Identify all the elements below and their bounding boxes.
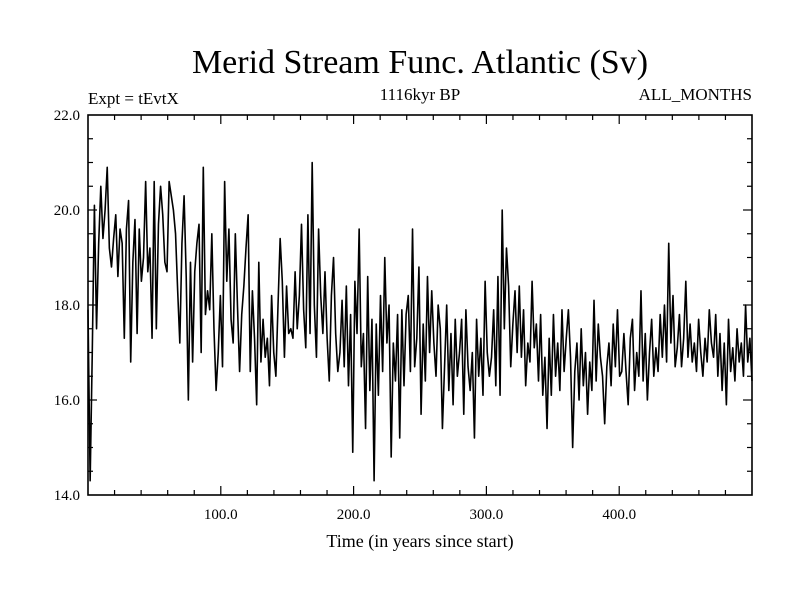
x-tick-label: 100.0 [204, 507, 238, 523]
x-tick-label: 200.0 [337, 507, 371, 523]
y-tick-label: 20.0 [54, 203, 80, 219]
experiment-label: Expt = tEvtX [88, 89, 179, 108]
period-label: 1116kyr BP [380, 85, 460, 104]
x-tick-label: 400.0 [602, 507, 636, 523]
series-line [87, 161, 753, 482]
months-label: ALL_MONTHS [639, 85, 752, 104]
chart-title: Merid Stream Func. Atlantic (Sv) [192, 44, 648, 81]
axis-tick-labels: 100.0 200.0 300.0 400.0 14.0 16.0 18.0 20.0 22.0 [54, 108, 636, 523]
y-tick-label: 14.0 [54, 488, 80, 504]
y-tick-label: 16.0 [54, 393, 80, 409]
x-axis-label: Time (in years since start) [326, 531, 513, 552]
y-tick-label: 22.0 [54, 108, 80, 124]
y-tick-label: 18.0 [54, 298, 80, 314]
x-tick-label: 300.0 [470, 507, 504, 523]
plot-frame [87, 114, 753, 496]
